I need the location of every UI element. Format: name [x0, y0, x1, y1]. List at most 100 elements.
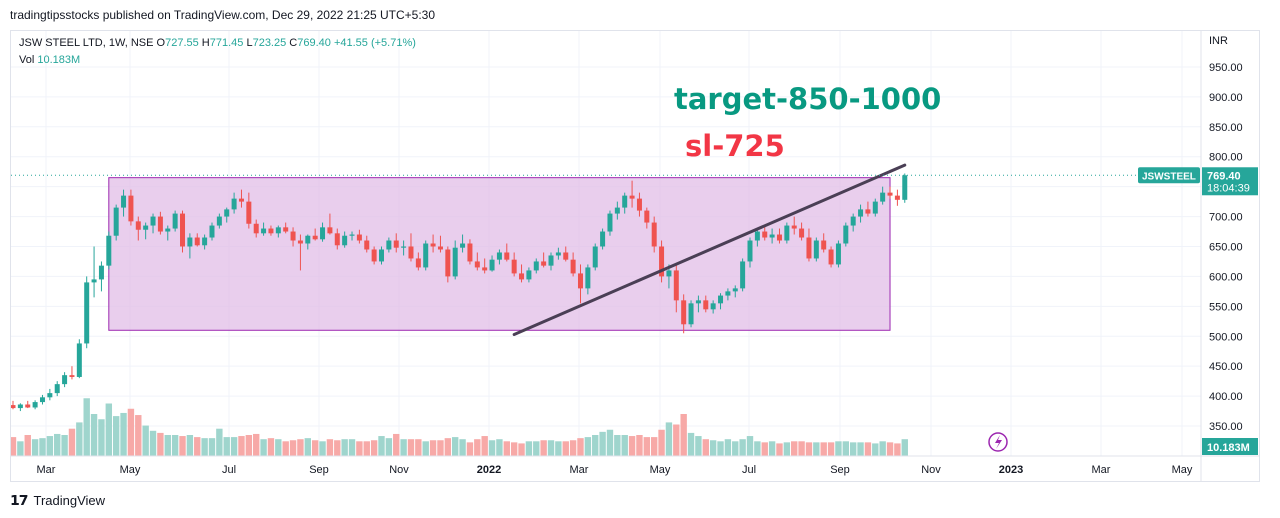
- candle-body[interactable]: [902, 175, 908, 200]
- candle-body[interactable]: [39, 397, 45, 403]
- countdown-tag[interactable]: 18:04:39: [1207, 182, 1250, 194]
- candle-body[interactable]: [666, 270, 672, 277]
- ticker-tag-bg[interactable]: [1138, 167, 1200, 184]
- candle-body[interactable]: [320, 227, 326, 240]
- candle-body[interactable]: [69, 375, 75, 377]
- chart-canvas[interactable]: target-850-1000 sl-725 JSW STEEL LTD, 1W, …: [11, 31, 1259, 481]
- candle-body[interactable]: [209, 225, 215, 238]
- candle-body[interactable]: [555, 252, 561, 256]
- candle-body[interactable]: [17, 404, 23, 409]
- candle-body[interactable]: [143, 225, 149, 230]
- candle-body[interactable]: [253, 223, 259, 234]
- candle-body[interactable]: [290, 231, 296, 241]
- candle-body[interactable]: [894, 195, 900, 200]
- candle-body[interactable]: [238, 198, 244, 202]
- candle-body[interactable]: [415, 258, 421, 268]
- candle-body[interactable]: [482, 267, 488, 271]
- candle-body[interactable]: [843, 225, 849, 244]
- candle-body[interactable]: [157, 216, 163, 232]
- candle-body[interactable]: [526, 270, 532, 280]
- candle-body[interactable]: [732, 288, 738, 292]
- candle-body[interactable]: [106, 235, 112, 266]
- candle-body[interactable]: [695, 300, 701, 304]
- candle-body[interactable]: [194, 237, 200, 246]
- candle-body[interactable]: [600, 231, 606, 247]
- candle-body[interactable]: [342, 235, 348, 246]
- target-annotation[interactable]: target-850-1000: [674, 82, 941, 116]
- candle-body[interactable]: [349, 234, 355, 236]
- candle-body[interactable]: [703, 300, 709, 310]
- candle-body[interactable]: [585, 267, 591, 289]
- candle-body[interactable]: [570, 259, 576, 274]
- candle-body[interactable]: [393, 240, 399, 248]
- candle-body[interactable]: [246, 201, 252, 224]
- candle-body[interactable]: [364, 240, 370, 250]
- candle-body[interactable]: [216, 216, 222, 226]
- candle-body[interactable]: [408, 246, 414, 259]
- candle-body[interactable]: [460, 243, 466, 248]
- candle-body[interactable]: [504, 252, 510, 260]
- candle-body[interactable]: [762, 231, 768, 238]
- chart-frame[interactable]: target-850-1000 sl-725 JSW STEEL LTD, 1W, …: [10, 30, 1260, 482]
- candle-body[interactable]: [614, 207, 620, 214]
- tradingview-logo-icon[interactable]: 𝟭𝟳: [10, 492, 29, 508]
- candle-body[interactable]: [327, 227, 333, 234]
- candle-body[interactable]: [673, 270, 679, 301]
- candle-body[interactable]: [135, 221, 141, 230]
- candle-body[interactable]: [887, 192, 893, 196]
- candle-body[interactable]: [776, 234, 782, 241]
- candle-body[interactable]: [548, 255, 554, 266]
- candle-body[interactable]: [91, 279, 97, 283]
- candle-body[interactable]: [622, 195, 628, 208]
- candle-body[interactable]: [681, 300, 687, 325]
- candle-body[interactable]: [172, 213, 178, 229]
- candle-body[interactable]: [283, 227, 289, 232]
- candle-body[interactable]: [806, 237, 812, 259]
- candle-body[interactable]: [850, 216, 856, 226]
- candle-body[interactable]: [629, 195, 635, 199]
- candle-body[interactable]: [25, 404, 31, 408]
- candle-body[interactable]: [121, 195, 127, 208]
- candle-body[interactable]: [187, 237, 193, 247]
- candle-body[interactable]: [710, 303, 716, 310]
- candle-body[interactable]: [791, 225, 797, 229]
- candle-body[interactable]: [11, 405, 16, 409]
- candle-body[interactable]: [113, 207, 119, 236]
- candle-body[interactable]: [784, 225, 790, 241]
- trendline[interactable]: [512, 163, 907, 336]
- candle-body[interactable]: [84, 282, 90, 344]
- candle-body[interactable]: [511, 259, 517, 274]
- candle-body[interactable]: [489, 259, 495, 271]
- candle-body[interactable]: [128, 195, 134, 222]
- candle-body[interactable]: [165, 228, 171, 232]
- candle-body[interactable]: [799, 228, 805, 238]
- candle-body[interactable]: [445, 249, 451, 277]
- candle-body[interactable]: [312, 235, 318, 240]
- candle-body[interactable]: [872, 201, 878, 214]
- candle-body[interactable]: [76, 343, 82, 377]
- candle-body[interactable]: [747, 240, 753, 262]
- price-tag[interactable]: 769.40: [1207, 170, 1241, 182]
- candle-body[interactable]: [371, 249, 377, 262]
- candle-body[interactable]: [180, 213, 186, 247]
- candle-body[interactable]: [379, 249, 384, 262]
- candle-body[interactable]: [305, 235, 311, 244]
- lightning-icon[interactable]: [995, 435, 1002, 449]
- candle-body[interactable]: [261, 228, 267, 234]
- candle-body[interactable]: [718, 295, 724, 304]
- price-tag-bg[interactable]: [1202, 167, 1258, 196]
- candle-body[interactable]: [740, 261, 746, 289]
- candle-body[interactable]: [437, 246, 443, 250]
- candle-body[interactable]: [224, 209, 230, 217]
- candle-body[interactable]: [496, 252, 502, 260]
- candle-body[interactable]: [651, 222, 657, 247]
- candle-body[interactable]: [644, 210, 650, 223]
- candle-body[interactable]: [725, 291, 731, 296]
- candle-body[interactable]: [268, 228, 274, 234]
- candle-body[interactable]: [150, 216, 156, 226]
- candle-body[interactable]: [98, 265, 104, 280]
- candle-body[interactable]: [533, 261, 539, 271]
- candle-body[interactable]: [423, 243, 429, 268]
- volume-tag[interactable]: 10.183M: [1207, 442, 1250, 454]
- symbol-legend[interactable]: JSW STEEL LTD, 1W, NSE O727.55 H771.45 L…: [19, 37, 416, 49]
